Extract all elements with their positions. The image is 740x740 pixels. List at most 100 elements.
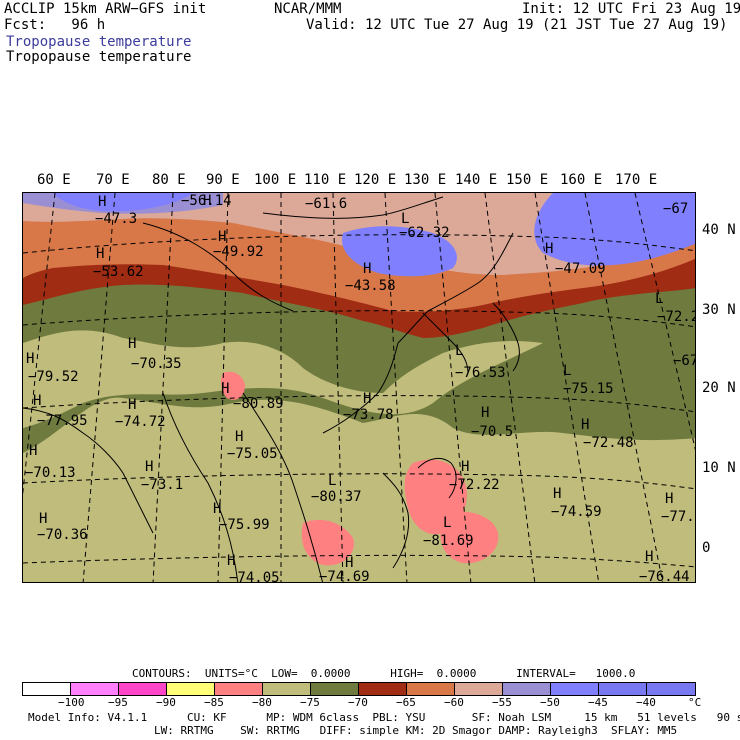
svg-text:H: H xyxy=(203,193,211,209)
extremum-symbol: H xyxy=(461,459,469,475)
svg-text:−75.99: −75.99 xyxy=(219,517,270,533)
svg-text:−70.13: −70.13 xyxy=(25,465,76,481)
svg-text:H: H xyxy=(235,429,243,445)
extremum-symbol: H xyxy=(39,511,47,527)
colorbar-tick: −80 xyxy=(252,696,272,709)
svg-text:H: H xyxy=(221,381,229,397)
svg-text:L: L xyxy=(443,515,451,531)
extremum-value: −67 xyxy=(673,353,696,369)
svg-text:−77.95: −77.95 xyxy=(37,413,88,429)
svg-text:H: H xyxy=(345,555,353,571)
field-name-secondary: Tropopause temperature xyxy=(6,49,192,65)
svg-text:−70.35: −70.35 xyxy=(131,356,182,372)
svg-text:L: L xyxy=(563,363,571,379)
extremum-value: −72.22 xyxy=(449,477,500,493)
extremum-value: −70.13 xyxy=(25,465,76,481)
valid-time: Valid: 12 UTC Tue 27 Aug 19 (21 JST Tue … xyxy=(306,17,728,33)
extremum-value: −49.92 xyxy=(213,244,264,260)
svg-text:−70.36: −70.36 xyxy=(37,527,88,543)
svg-text:H: H xyxy=(213,501,221,517)
svg-text:−79.52: −79.52 xyxy=(28,369,79,385)
extremum-symbol: H xyxy=(213,501,221,517)
extremum-symbol: L xyxy=(328,473,336,489)
extremum-symbol: H xyxy=(128,397,136,413)
svg-text:−74.69: −74.69 xyxy=(319,569,370,583)
colorbar-tick: −45 xyxy=(588,696,608,709)
colorbar-tick: −40 xyxy=(636,696,656,709)
svg-text:H: H xyxy=(581,417,589,433)
lon-label: 120 E xyxy=(354,172,397,188)
svg-text:H: H xyxy=(545,241,553,257)
svg-text:H: H xyxy=(461,459,469,475)
fill-region xyxy=(534,193,695,266)
extremum-value: −43.58 xyxy=(345,278,396,294)
extremum-value: −74.05 xyxy=(229,570,280,583)
extremum-symbol: H xyxy=(363,261,371,277)
lat-label: 0 xyxy=(702,540,711,556)
color-bar xyxy=(22,682,696,696)
svg-text:H: H xyxy=(665,491,673,507)
colorbar-tick: −75 xyxy=(300,696,320,709)
lat-lon-grid xyxy=(23,193,695,582)
svg-text:L: L xyxy=(455,343,463,359)
color-swatch xyxy=(359,683,407,695)
extremum-symbol: H xyxy=(553,486,561,502)
extremum-value: −62.32 xyxy=(399,225,450,241)
extremum-symbol: H xyxy=(481,405,489,421)
color-swatch xyxy=(215,683,263,695)
svg-text:−72.48: −72.48 xyxy=(583,435,634,451)
extremum-symbol: H xyxy=(26,351,34,367)
extremum-value: −75.05 xyxy=(227,446,278,462)
svg-text:−76.53: −76.53 xyxy=(455,365,506,381)
svg-text:H: H xyxy=(145,459,153,475)
svg-text:L: L xyxy=(401,211,409,227)
color-swatch xyxy=(407,683,455,695)
svg-text:−80.89: −80.89 xyxy=(233,396,284,412)
fill-region xyxy=(440,511,499,564)
svg-text:−75.05: −75.05 xyxy=(227,446,278,462)
lon-label: 150 E xyxy=(506,172,549,188)
color-swatch xyxy=(599,683,647,695)
extremum-symbol: L xyxy=(563,363,571,379)
extremum-symbol: H xyxy=(29,443,37,459)
colorbar-tick: −85 xyxy=(204,696,224,709)
extremum-symbol: H xyxy=(645,549,653,565)
svg-text:H: H xyxy=(33,393,41,409)
lon-label: 160 E xyxy=(560,172,603,188)
svg-text:H: H xyxy=(553,486,561,502)
extremum-symbol: H xyxy=(363,391,371,407)
color-swatch xyxy=(503,683,551,695)
svg-text:−73.78: −73.78 xyxy=(343,407,394,423)
svg-text:H: H xyxy=(481,405,489,421)
model-info-line2: LW: RRTMG SW: RRTMG DIFF: simple KM: 2D … xyxy=(154,724,678,737)
svg-text:−61.6: −61.6 xyxy=(305,196,347,212)
extremum-symbol: H xyxy=(203,193,211,209)
svg-text:−70.5: −70.5 xyxy=(471,424,513,440)
extremum-value: −80.37 xyxy=(311,489,362,505)
svg-text:−77.3: −77.3 xyxy=(661,509,696,525)
extremum-value: −73.1 xyxy=(141,477,183,493)
lon-label: 110 E xyxy=(304,172,347,188)
extremum-symbol: L xyxy=(443,515,451,531)
svg-text:−81.69: −81.69 xyxy=(423,533,474,549)
organization: NCAR/MMM xyxy=(274,1,342,17)
map-canvas: H −47.3 −56.14 H −61.6 L −62.32 −67 H −4… xyxy=(23,193,696,583)
colorbar-tick: −95 xyxy=(108,696,128,709)
fill-region xyxy=(23,397,695,582)
color-swatch xyxy=(455,683,503,695)
extremum-symbol: H xyxy=(218,229,226,245)
svg-text:−53.62: −53.62 xyxy=(93,264,144,280)
extremum-symbol: L xyxy=(401,211,409,227)
extremum-value: −72.2 xyxy=(657,309,696,325)
extremum-value: −79.52 xyxy=(28,369,79,385)
extremum-symbol: H xyxy=(33,393,41,409)
svg-text:−47.3: −47.3 xyxy=(95,211,137,227)
svg-text:L: L xyxy=(655,291,663,307)
model-title: ACCLIP 15km ARW−GFS init xyxy=(4,1,207,17)
svg-text:H: H xyxy=(29,443,37,459)
extremum-value: −73.78 xyxy=(343,407,394,423)
extremum-value: −76.44 xyxy=(639,569,690,583)
svg-text:−80.37: −80.37 xyxy=(311,489,362,505)
color-swatch xyxy=(311,683,359,695)
fill-region xyxy=(342,226,457,277)
